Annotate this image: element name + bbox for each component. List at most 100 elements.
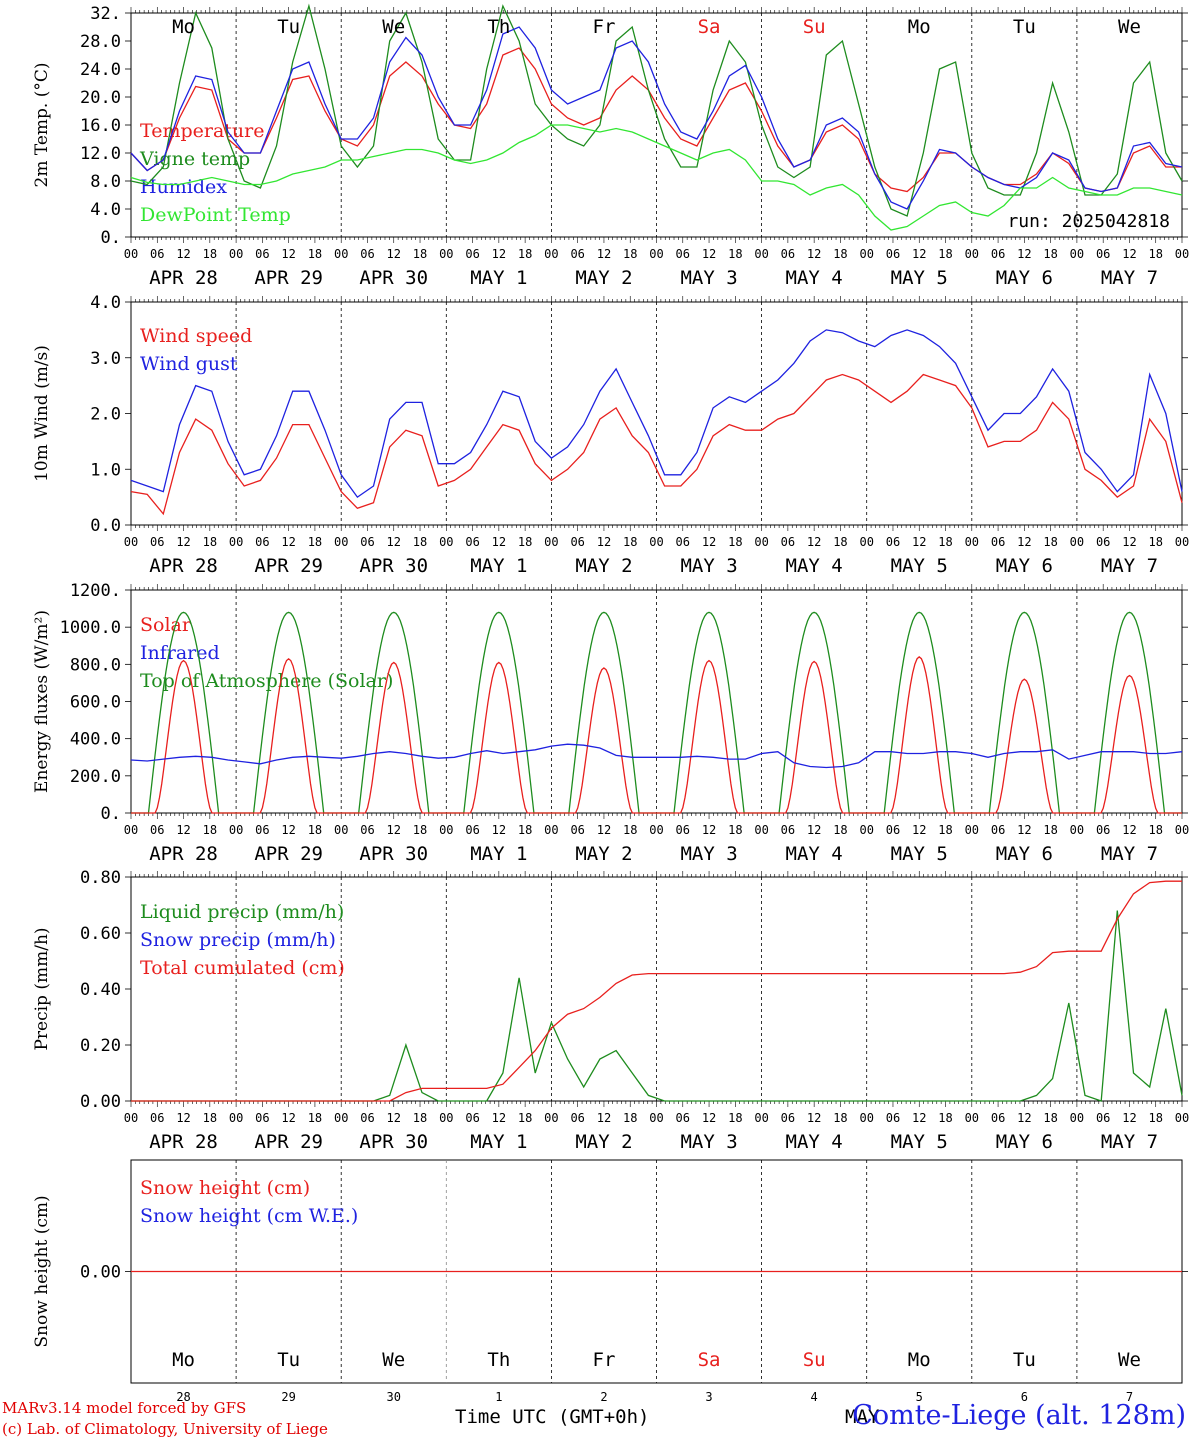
hour-tick-label: 06: [255, 823, 269, 837]
hour-tick-label: 00: [124, 247, 138, 261]
day-abbr-top: Th: [487, 16, 510, 38]
hour-tick-label: 18: [308, 823, 322, 837]
y-tick-label: 1200.: [70, 581, 121, 601]
hour-tick-label: 18: [623, 1111, 637, 1125]
hour-tick-label: 18: [203, 535, 217, 549]
hour-tick-label: 06: [360, 1111, 374, 1125]
date-label: MAY 7: [1101, 555, 1158, 577]
hour-tick-label: 18: [518, 247, 532, 261]
infrared-line: [130, 743, 1183, 769]
hour-tick-label: 18: [518, 823, 532, 837]
hour-tick-label: 06: [886, 247, 900, 261]
hour-tick-label: 18: [1148, 535, 1162, 549]
date-label: APR 28: [149, 1131, 218, 1153]
date-label: MAY 6: [996, 555, 1053, 577]
hour-tick-label: 18: [1148, 247, 1162, 261]
hour-tick-label: 06: [781, 1111, 795, 1125]
hour-tick-label: 06: [150, 247, 164, 261]
humidex-line: [130, 26, 1183, 210]
y-tick-label: 16.0: [80, 116, 121, 136]
date-label: MAY 1: [470, 843, 527, 865]
day-abbr-bottom: Sa: [698, 1349, 721, 1371]
hour-tick-label: 18: [1043, 1111, 1057, 1125]
hour-tick-label: 06: [676, 823, 690, 837]
hour-tick-label: 12: [176, 823, 190, 837]
panel-frame: [130, 301, 1183, 526]
hour-tick-label: 12: [807, 535, 821, 549]
y-tick-label: 28.0: [80, 32, 121, 52]
hour-tick-label: 06: [465, 823, 479, 837]
date-label: APR 30: [359, 1131, 428, 1153]
legend-entry: Wind gust: [140, 353, 238, 375]
y-tick-label: 8.0: [90, 172, 121, 192]
hour-tick-label: 06: [781, 823, 795, 837]
date-label: MAY 3: [680, 267, 737, 289]
date-label: MAY 7: [1101, 843, 1158, 865]
legend-entry: Liquid precip (mm/h): [140, 901, 344, 923]
date-label: MAY 6: [996, 267, 1053, 289]
hour-tick-label: 00: [649, 535, 663, 549]
hour-tick-label: 06: [886, 1111, 900, 1125]
hour-tick-label: 18: [938, 1111, 952, 1125]
day-abbr-top: Tu: [277, 16, 300, 38]
wind-gust-line: [130, 329, 1183, 498]
day-abbr-top: We: [1118, 16, 1141, 38]
hour-tick-label: 06: [465, 247, 479, 261]
y-tick-label: 32.: [90, 4, 121, 24]
hour-tick-label: 06: [676, 247, 690, 261]
day-abbr-top: Su: [803, 16, 826, 38]
day-abbr-top: Fr: [593, 16, 616, 38]
hour-tick-label: 18: [1043, 535, 1057, 549]
run-annotation: run: 2025042818: [1007, 211, 1170, 232]
legend-entry: Snow precip (mm/h): [140, 929, 336, 951]
hour-tick-label: 18: [518, 535, 532, 549]
hour-tick-label: 18: [833, 535, 847, 549]
y-tick-label: 0.80: [80, 868, 121, 888]
station-label: Comte-Liege (alt. 128m): [852, 1400, 1186, 1431]
hour-tick-label: 06: [886, 535, 900, 549]
hour-tick-label: 00: [859, 1111, 873, 1125]
hour-tick-label: 00: [544, 535, 558, 549]
hour-tick-label: 18: [203, 1111, 217, 1125]
hour-tick-label: 06: [676, 1111, 690, 1125]
hour-tick-label: 12: [597, 247, 611, 261]
hour-tick-label: 06: [150, 535, 164, 549]
day-number-label: 30: [387, 1390, 401, 1404]
hour-tick-label: 12: [1017, 1111, 1031, 1125]
hour-tick-label: 18: [938, 823, 952, 837]
hour-tick-label: 12: [1017, 823, 1031, 837]
y-tick-label: 800.0: [70, 655, 121, 675]
hour-tick-label: 18: [203, 823, 217, 837]
y-axis-label: Precip (mm/h): [32, 927, 52, 1050]
hour-tick-label: 06: [150, 823, 164, 837]
y-tick-label: 4.0: [90, 200, 121, 220]
hour-tick-label: 12: [1017, 535, 1031, 549]
hour-tick-label: 00: [544, 247, 558, 261]
hour-tick-label: 00: [1175, 247, 1189, 261]
day-number-label: 28: [176, 1390, 190, 1404]
date-label: MAY 6: [996, 1131, 1053, 1153]
day-abbr-bottom: We: [382, 1349, 405, 1371]
hour-tick-label: 00: [439, 535, 453, 549]
hour-tick-label: 12: [912, 535, 926, 549]
date-label: MAY 7: [1101, 267, 1158, 289]
date-label: MAY 5: [891, 267, 948, 289]
hour-tick-label: 12: [912, 823, 926, 837]
hour-tick-label: 00: [649, 823, 663, 837]
date-label: MAY 2: [575, 267, 632, 289]
y-tick-label: 1.0: [90, 460, 121, 480]
hour-tick-label: 00: [649, 247, 663, 261]
hour-tick-label: 00: [1070, 823, 1084, 837]
hour-tick-label: 06: [991, 823, 1005, 837]
hour-tick-label: 00: [439, 247, 453, 261]
date-label: MAY 4: [786, 555, 843, 577]
hour-tick-label: 18: [728, 823, 742, 837]
hour-tick-label: 18: [413, 1111, 427, 1125]
hour-tick-label: 00: [229, 823, 243, 837]
hour-tick-label: 06: [781, 247, 795, 261]
date-label: MAY 1: [470, 1131, 527, 1153]
hour-tick-label: 12: [912, 247, 926, 261]
hour-tick-label: 18: [623, 535, 637, 549]
hour-tick-label: 18: [728, 247, 742, 261]
day-number-label: 1: [495, 1390, 502, 1404]
